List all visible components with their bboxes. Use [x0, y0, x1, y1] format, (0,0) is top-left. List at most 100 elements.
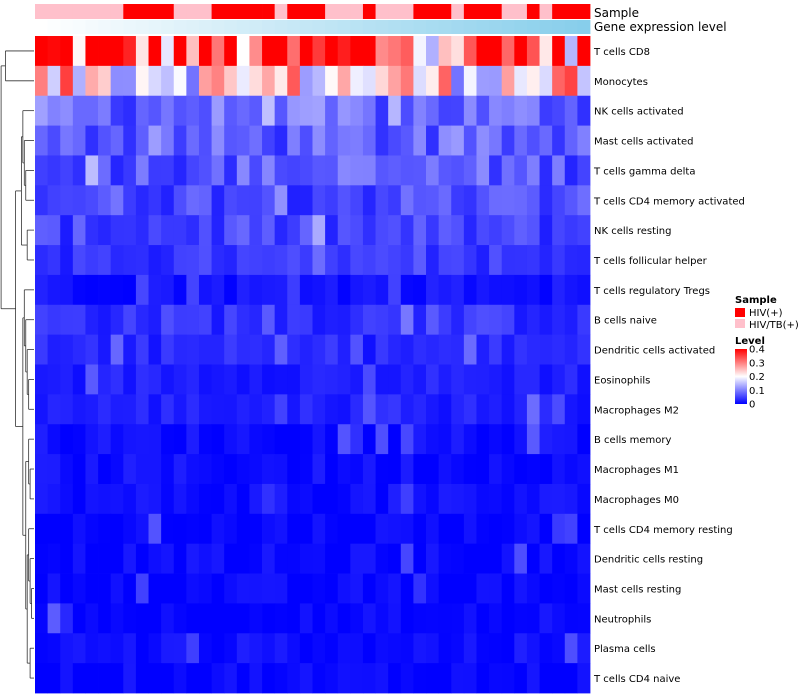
heatmap-cell: [375, 95, 389, 126]
heatmap-cell: [362, 215, 376, 246]
heatmap-cell: [47, 483, 61, 515]
heatmap-cell: [135, 663, 149, 694]
heatmap-cell: [72, 364, 86, 395]
heatmap-cell: [85, 245, 99, 276]
heatmap-cell: [426, 633, 440, 664]
heatmap-cell: [451, 304, 465, 336]
heatmap-cell: [350, 65, 364, 97]
heatmap-cell: [299, 65, 313, 97]
heatmap-cell: [577, 483, 591, 515]
heatmap-cell: [451, 95, 465, 126]
heatmap-cell: [564, 633, 578, 664]
heatmap-cell: [35, 603, 49, 634]
gene-expression-annotation-cell: [426, 20, 440, 34]
heatmap-cell: [375, 543, 389, 574]
heatmap-cell: [552, 274, 566, 306]
gene-expression-annotation-cell: [299, 20, 313, 34]
heatmap-cell: [451, 36, 465, 67]
row-label: T cells gamma delta: [593, 166, 695, 177]
sample-annotation-cell: [325, 4, 339, 19]
heatmap-cell: [526, 155, 540, 186]
heatmap-cell: [47, 245, 61, 276]
heatmap-cell: [388, 394, 402, 425]
row-label: Macrophages M1: [594, 465, 679, 476]
heatmap-cell: [501, 125, 515, 156]
heatmap-cell: [211, 483, 225, 515]
heatmap-cell: [451, 65, 465, 97]
heatmap-cell: [564, 65, 578, 97]
heatmap-cell: [552, 185, 566, 216]
heatmap-cell: [400, 215, 414, 246]
heatmap-cell: [489, 633, 503, 664]
heatmap-cell: [337, 513, 351, 545]
heatmap-cell: [236, 245, 250, 276]
heatmap-cell: [526, 633, 540, 664]
legend-level-title: Level: [735, 336, 765, 347]
row-label: T cells CD4 memory resting: [593, 525, 733, 536]
heatmap-cell: [564, 334, 578, 365]
heatmap-cell: [135, 304, 149, 336]
heatmap-cell: [526, 424, 540, 455]
heatmap-cell: [161, 633, 175, 664]
gene-expression-annotation-cell: [413, 20, 427, 34]
heatmap-cell: [211, 95, 225, 126]
heatmap-cell: [539, 543, 553, 574]
heatmap-cell: [211, 513, 225, 545]
heatmap-cell: [426, 334, 440, 365]
heatmap-cell: [35, 663, 49, 694]
heatmap-cell: [564, 185, 578, 216]
heatmap-cell: [514, 155, 528, 186]
heatmap-cell: [451, 543, 465, 574]
heatmap-cell: [98, 245, 112, 276]
heatmap-cell: [400, 633, 414, 664]
heatmap-cell: [552, 334, 566, 365]
heatmap-cell: [552, 364, 566, 395]
row-label: Mast cells activated: [594, 137, 693, 148]
legend-label-hiv: HIV(+): [749, 308, 783, 319]
row-label: T cells regulatory Tregs: [593, 286, 710, 297]
heatmap-cell: [148, 394, 162, 425]
heatmap-cell: [72, 65, 86, 97]
sample-annotation-cell: [274, 4, 288, 19]
heatmap-cell: [514, 215, 528, 246]
heatmap-cell: [375, 364, 389, 395]
heatmap-cell: [489, 364, 503, 395]
legend-tick-label: 0.1: [749, 386, 765, 397]
heatmap-cell: [413, 543, 427, 574]
heatmap-cell: [514, 65, 528, 97]
heatmap-cell: [451, 483, 465, 515]
heatmap-cell: [577, 424, 591, 455]
gene-expression-annotation-cell: [236, 20, 250, 34]
heatmap-cell: [501, 394, 515, 425]
heatmap-cell: [337, 215, 351, 246]
heatmap-cell: [35, 155, 49, 186]
heatmap-cell: [85, 364, 99, 395]
heatmap-cell: [123, 125, 137, 156]
heatmap-cell: [577, 633, 591, 664]
heatmap-cell: [476, 483, 490, 515]
heatmap-cell: [287, 513, 301, 545]
heatmap-cell: [362, 543, 376, 574]
heatmap-cell: [198, 274, 212, 306]
heatmap-cell: [72, 334, 86, 365]
heatmap-cell: [426, 424, 440, 455]
heatmap-cell: [211, 245, 225, 276]
heatmap-cell: [514, 573, 528, 604]
heatmap-cell: [325, 274, 339, 306]
heatmap-cell: [161, 65, 175, 97]
heatmap-cell: [173, 245, 187, 276]
heatmap-cell: [173, 36, 187, 67]
heatmap-cell: [564, 663, 578, 694]
heatmap-cell: [123, 364, 137, 395]
heatmap-cell: [198, 513, 212, 545]
heatmap-cell: [287, 274, 301, 306]
heatmap-cell: [186, 663, 200, 694]
heatmap-cell: [476, 573, 490, 604]
heatmap-cell: [426, 155, 440, 186]
heatmap-cell: [47, 424, 61, 455]
heatmap-cell: [72, 125, 86, 156]
heatmap-cell: [564, 454, 578, 485]
heatmap-cell: [110, 454, 124, 485]
heatmap-cell: [413, 513, 427, 545]
heatmap-cell: [299, 95, 313, 126]
